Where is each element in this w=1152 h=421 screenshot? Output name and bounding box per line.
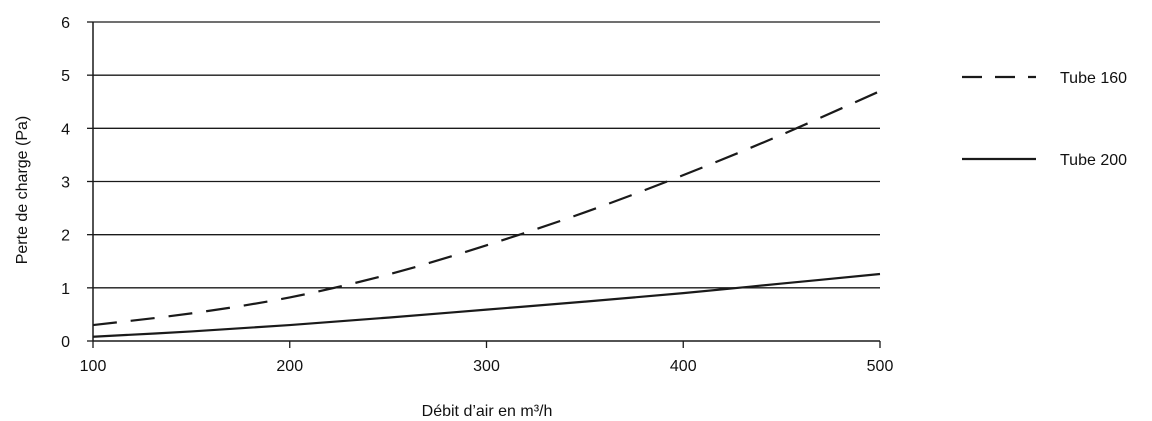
series-line-1: [92, 90, 881, 327]
y-tick-label-4: 4: [61, 121, 70, 138]
x-axis-title: Débit d’air en m³/h: [422, 403, 553, 420]
series-line-2: [92, 272, 881, 338]
x-tick-label-500: 500: [867, 358, 894, 375]
x-tick-label-300: 300: [473, 358, 500, 375]
x-tick-label-400: 400: [670, 358, 697, 375]
y-tick-label-0: 0: [61, 334, 70, 351]
legend: Tube 160 Tube 200: [962, 70, 1127, 169]
ticks: 0 1 2 3 4 5 6 100 200 300 400 500: [61, 15, 893, 375]
x-tick-label-100: 100: [80, 358, 107, 375]
grid: [93, 21, 880, 342]
y-axis-title: Perte de charge (Pa): [14, 116, 31, 265]
legend-label-1: Tube 160: [1060, 70, 1127, 87]
legend-label-2: Tube 200: [1060, 152, 1127, 169]
y-tick-label-3: 3: [61, 175, 70, 192]
x-tick-label-200: 200: [276, 358, 303, 375]
y-tick-label-6: 6: [61, 15, 70, 32]
y-tick-label-5: 5: [61, 68, 70, 85]
y-tick-label-1: 1: [61, 281, 70, 298]
y-tick-label-2: 2: [61, 228, 70, 245]
series: [92, 90, 881, 338]
